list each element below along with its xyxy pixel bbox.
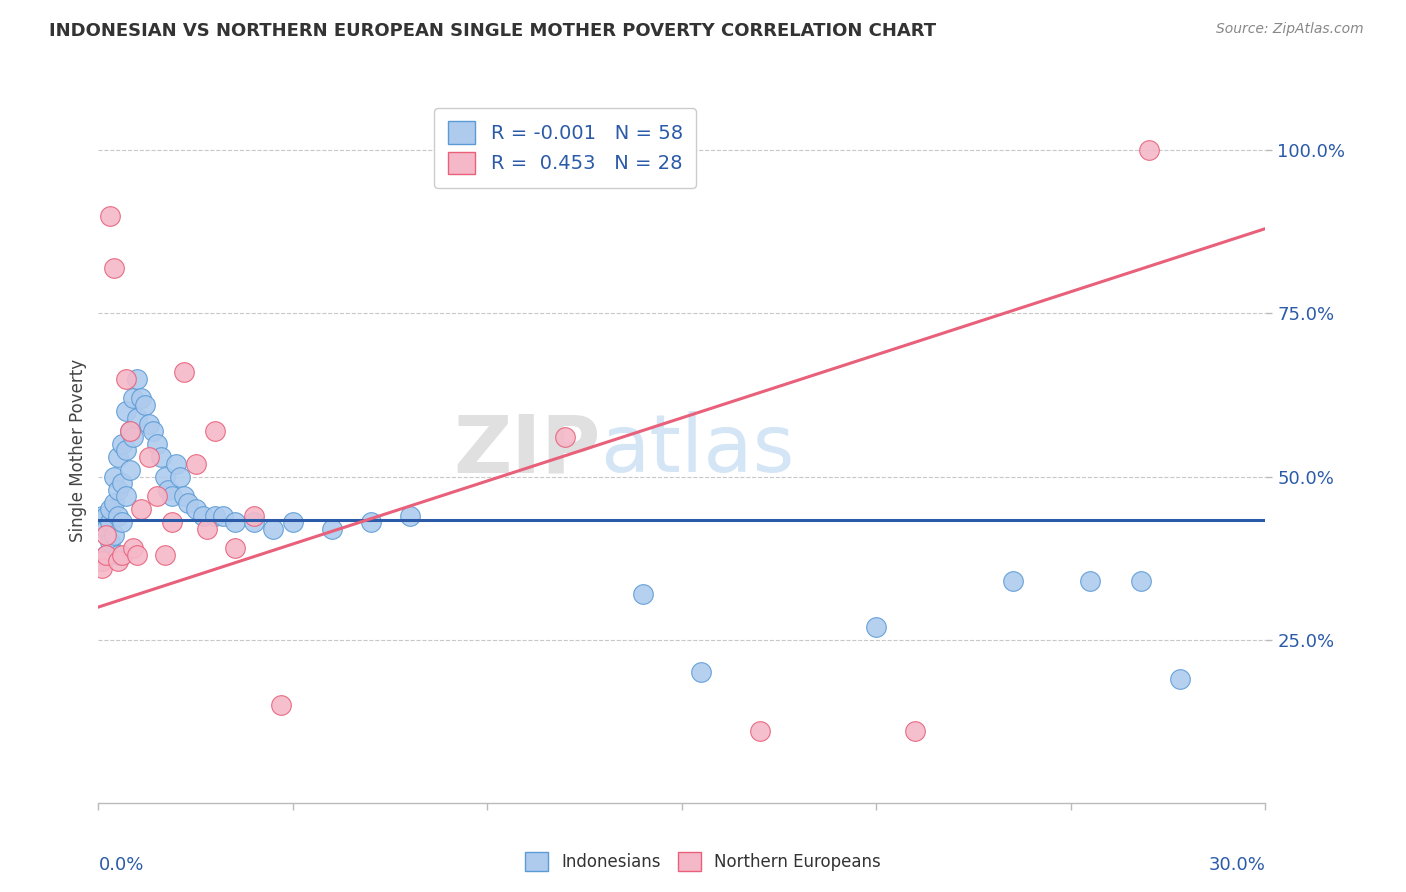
Legend: Indonesians, Northern Europeans: Indonesians, Northern Europeans	[516, 843, 890, 880]
Point	[129, 502, 152, 516]
Point	[162, 515, 184, 529]
Point	[193, 508, 215, 523]
Point	[114, 489, 136, 503]
Point	[1137, 144, 1160, 158]
Point	[96, 522, 118, 536]
Point	[146, 437, 169, 451]
Point	[122, 430, 145, 444]
Point	[138, 417, 160, 432]
Text: Source: ZipAtlas.com: Source: ZipAtlas.com	[1216, 22, 1364, 37]
Text: 0.0%: 0.0%	[98, 855, 143, 873]
Point	[224, 515, 246, 529]
Point	[1168, 672, 1191, 686]
Point	[554, 430, 576, 444]
Point	[153, 548, 176, 562]
Point	[138, 450, 160, 464]
Point	[114, 372, 136, 386]
Point	[262, 522, 284, 536]
Point	[96, 548, 118, 562]
Point	[96, 528, 118, 542]
Point	[111, 515, 134, 529]
Point	[149, 450, 172, 464]
Point	[111, 476, 134, 491]
Point	[91, 561, 114, 575]
Point	[118, 424, 141, 438]
Point	[157, 483, 180, 497]
Point	[204, 424, 226, 438]
Point	[127, 410, 149, 425]
Legend: R = -0.001   N = 58, R =  0.453   N = 28: R = -0.001 N = 58, R = 0.453 N = 28	[434, 108, 696, 187]
Point	[162, 489, 184, 503]
Point	[748, 724, 770, 739]
Point	[146, 489, 169, 503]
Point	[118, 463, 141, 477]
Point	[103, 469, 125, 483]
Point	[103, 496, 125, 510]
Point	[91, 554, 114, 568]
Point	[107, 483, 129, 497]
Point	[690, 665, 713, 680]
Point	[270, 698, 292, 712]
Point	[1080, 574, 1102, 588]
Text: ZIP: ZIP	[453, 411, 600, 490]
Point	[195, 522, 218, 536]
Point	[122, 391, 145, 405]
Point	[631, 587, 654, 601]
Point	[184, 457, 207, 471]
Point	[134, 398, 156, 412]
Point	[321, 522, 343, 536]
Point	[243, 508, 266, 523]
Point	[129, 391, 152, 405]
Point	[184, 502, 207, 516]
Point	[169, 469, 191, 483]
Point	[98, 534, 121, 549]
Point	[127, 372, 149, 386]
Point	[173, 365, 195, 379]
Point	[224, 541, 246, 556]
Point	[173, 489, 195, 503]
Point	[107, 554, 129, 568]
Point	[360, 515, 382, 529]
Point	[865, 620, 887, 634]
Point	[98, 502, 121, 516]
Point	[243, 515, 266, 529]
Point	[91, 508, 114, 523]
Point	[107, 450, 129, 464]
Text: atlas: atlas	[600, 411, 794, 490]
Point	[1129, 574, 1152, 588]
Point	[177, 496, 200, 510]
Point	[91, 554, 114, 568]
Point	[111, 548, 134, 562]
Point	[142, 424, 165, 438]
Point	[165, 457, 187, 471]
Y-axis label: Single Mother Poverty: Single Mother Poverty	[69, 359, 87, 542]
Point	[281, 515, 304, 529]
Text: INDONESIAN VS NORTHERN EUROPEAN SINGLE MOTHER POVERTY CORRELATION CHART: INDONESIAN VS NORTHERN EUROPEAN SINGLE M…	[49, 22, 936, 40]
Point	[114, 443, 136, 458]
Point	[118, 424, 141, 438]
Point	[96, 548, 118, 562]
Point	[103, 260, 125, 275]
Point	[904, 724, 927, 739]
Point	[127, 548, 149, 562]
Point	[111, 437, 134, 451]
Point	[398, 508, 420, 523]
Point	[212, 508, 235, 523]
Point	[107, 508, 129, 523]
Point	[98, 515, 121, 529]
Point	[204, 508, 226, 523]
Point	[153, 469, 176, 483]
Point	[122, 541, 145, 556]
Point	[1001, 574, 1024, 588]
Point	[107, 548, 129, 562]
Point	[114, 404, 136, 418]
Point	[103, 528, 125, 542]
Point	[98, 209, 121, 223]
Point	[96, 508, 118, 523]
Text: 30.0%: 30.0%	[1209, 855, 1265, 873]
